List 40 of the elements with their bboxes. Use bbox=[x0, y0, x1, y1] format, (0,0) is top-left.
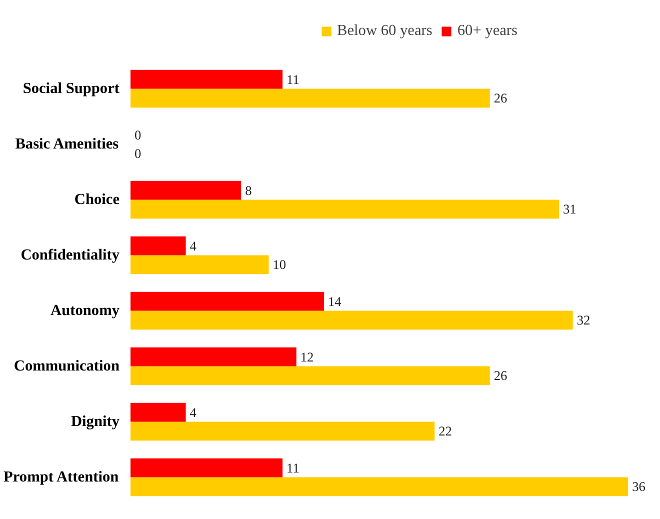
bar bbox=[130, 477, 628, 496]
bar bbox=[130, 402, 186, 422]
data-label: 12 bbox=[300, 349, 314, 364]
bar bbox=[130, 422, 435, 441]
y-tick-label: Communication bbox=[14, 358, 120, 375]
data-label: 14 bbox=[328, 294, 342, 309]
data-label: 26 bbox=[494, 90, 508, 106]
bar bbox=[130, 236, 186, 256]
bar bbox=[130, 255, 269, 274]
data-label: 0 bbox=[134, 127, 142, 142]
y-tick-label: Dignity bbox=[70, 413, 120, 430]
y-tick-label: Choice bbox=[74, 191, 120, 208]
y-tick-label: Social Support bbox=[22, 80, 120, 98]
bar bbox=[130, 70, 283, 89]
bar bbox=[130, 347, 296, 366]
bar bbox=[130, 292, 324, 311]
bar bbox=[130, 88, 490, 108]
legend-label: 60+ years bbox=[457, 22, 518, 40]
y-tick-label: Confidentiality bbox=[20, 246, 120, 264]
data-label: 22 bbox=[438, 424, 452, 439]
data-label: 36 bbox=[632, 479, 646, 494]
data-label: 32 bbox=[576, 312, 590, 328]
bar bbox=[130, 458, 283, 478]
data-label: 0 bbox=[134, 146, 142, 162]
data-label: 8 bbox=[245, 182, 252, 198]
y-tick-label: Autonomy bbox=[50, 302, 120, 320]
bar bbox=[130, 200, 559, 219]
data-label: 10 bbox=[272, 257, 286, 272]
y-tick-label: Prompt Attention bbox=[4, 468, 120, 486]
data-label: 11 bbox=[286, 72, 300, 87]
data-label: 31 bbox=[562, 202, 576, 217]
data-label: 4 bbox=[190, 238, 197, 254]
y-tick-label: Basic Amenities bbox=[15, 136, 119, 153]
legend-label: Below 60 years bbox=[337, 22, 432, 40]
data-label: 4 bbox=[190, 404, 197, 420]
data-label: 11 bbox=[286, 460, 300, 476]
data-label: 26 bbox=[494, 368, 508, 384]
bar bbox=[130, 180, 242, 200]
bar bbox=[130, 366, 490, 386]
bar bbox=[130, 310, 573, 330]
